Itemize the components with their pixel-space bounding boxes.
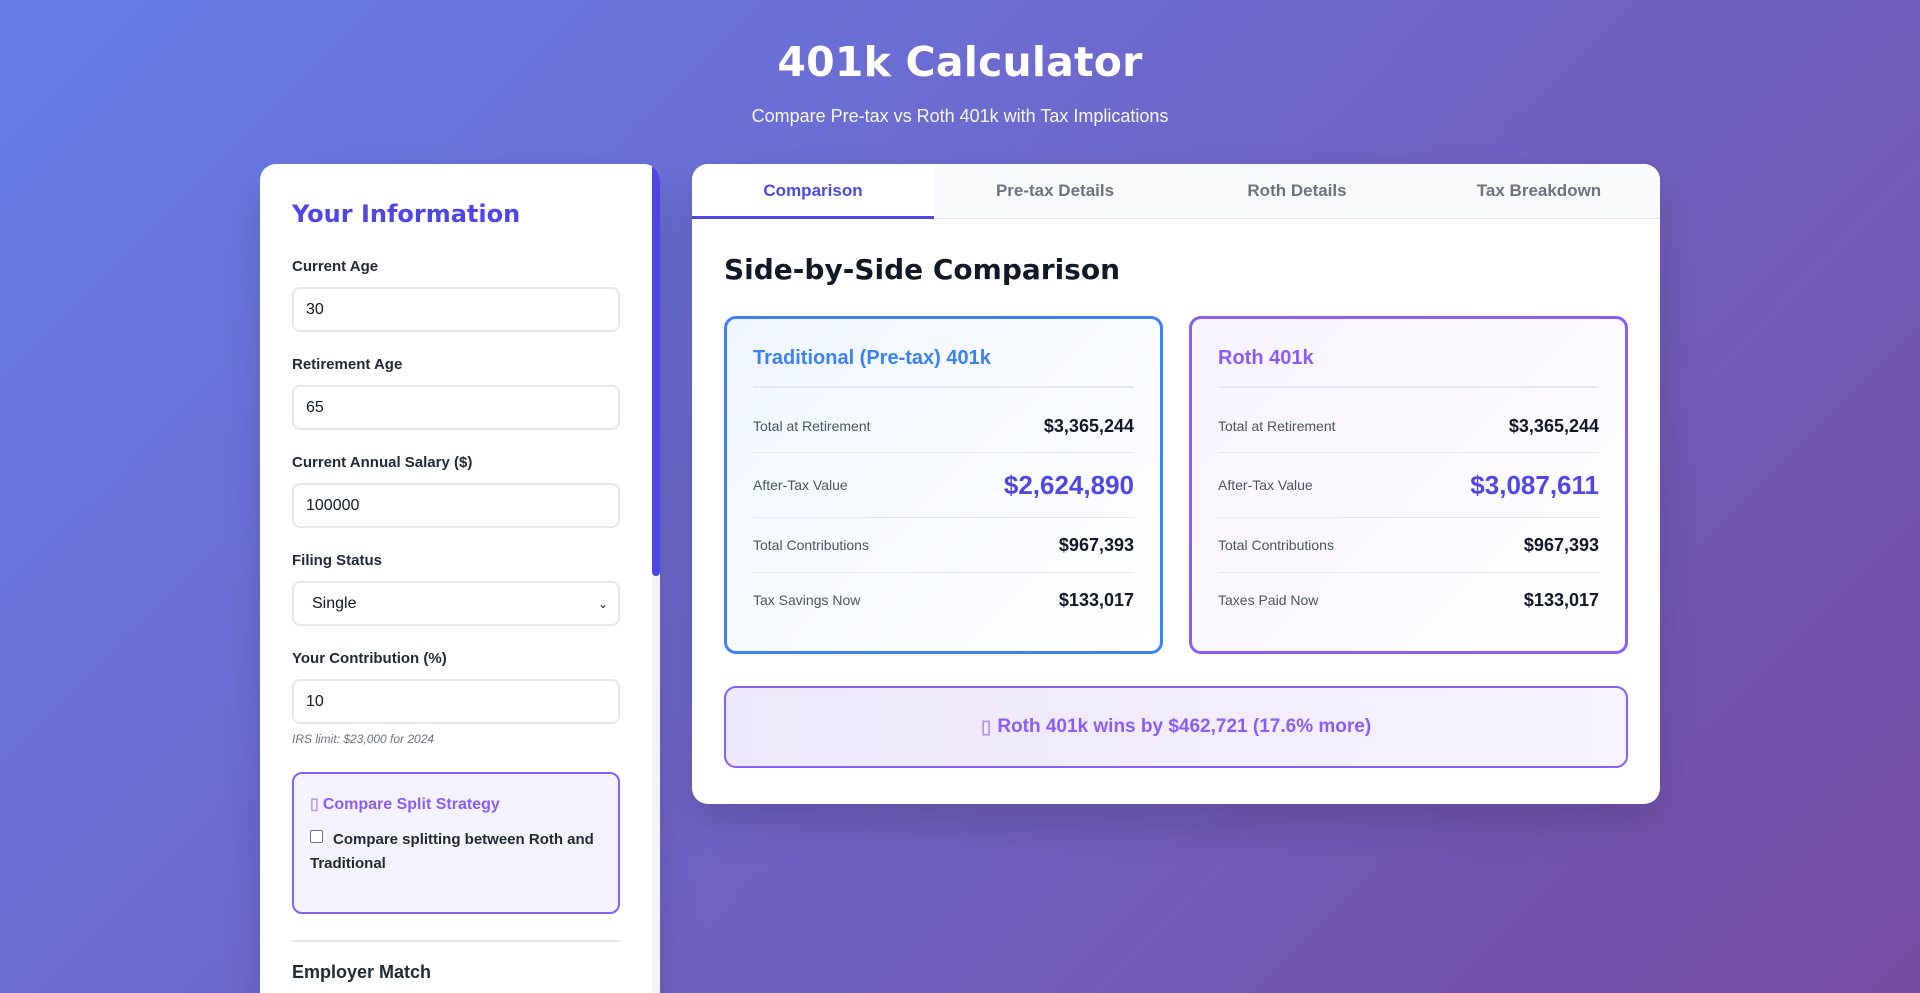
split-strategy-checkbox[interactable] [310,830,323,843]
row-label: Tax Savings Now [753,592,861,608]
winner-banner: ▯ Roth 401k wins by $462,721 (17.6% more… [724,686,1628,768]
filing-status-label: Filing Status [292,552,382,569]
tab-pretax-details[interactable]: Pre-tax Details [995,181,1115,200]
filing-status-select[interactable]: Single ⌄ [292,581,620,626]
missing-glyph-icon: ▯ [980,716,992,738]
tab-tax-breakdown[interactable]: Tax Breakdown [1476,181,1602,200]
tab-roth-details[interactable]: Roth Details [1247,181,1347,200]
split-strategy-option[interactable]: Compare splitting between Roth and Tradi… [310,828,602,876]
roth-total-row: Total at Retirement $3,365,244 [1218,400,1599,453]
row-value: $3,365,244 [1508,415,1599,436]
comparison-content: Side-by-Side Comparison Traditional (Pre… [692,219,1660,802]
input-sidebar: Your Information Current Age Retirement … [260,164,660,993]
salary-field: Current Annual Salary ($) [292,454,620,528]
row-label: After-Tax Value [753,477,848,493]
salary-input[interactable] [292,483,620,528]
sidebar-scrollbar-thumb[interactable] [652,164,660,576]
roth-card: Roth 401k Total at Retirement $3,365,244… [1189,316,1628,654]
traditional-tax-savings-row: Tax Savings Now $133,017 [753,573,1134,627]
filing-status-value[interactable]: Single [292,581,620,626]
section-title: Side-by-Side Comparison [724,253,1121,286]
chevron-down-icon: ⌄ [597,596,608,611]
row-label: After-Tax Value [1218,477,1313,493]
contribution-field: Your Contribution (%) IRS limit: $23,000… [292,650,620,746]
row-label: Total Contributions [1218,537,1334,553]
row-label: Total at Retirement [753,418,871,434]
row-value-highlight: $3,087,611 [1470,469,1599,500]
row-label: Total Contributions [753,537,869,553]
traditional-card-title: Traditional (Pre-tax) 401k [753,347,1134,388]
salary-label: Current Annual Salary ($) [292,454,473,471]
current-age-field: Current Age [292,258,620,332]
split-strategy-box: ▯ Compare Split Strategy Compare splittin… [292,772,620,914]
filing-status-field: Filing Status Single ⌄ [292,552,620,626]
traditional-total-row: Total at Retirement $3,365,244 [753,400,1134,453]
traditional-after-tax-row: After-Tax Value $2,624,890 [753,453,1134,518]
roth-contributions-row: Total Contributions $967,393 [1218,518,1599,573]
split-strategy-title: ▯ Compare Split Strategy [310,794,602,814]
employer-match-heading: Employer Match [292,962,432,982]
roth-card-title: Roth 401k [1218,347,1599,388]
row-value: $3,365,244 [1043,415,1134,436]
missing-glyph-icon: ▯ [310,796,319,813]
page-title: 401k Calculator [777,38,1143,86]
sidebar-heading: Your Information [292,200,521,228]
row-value: $133,017 [1058,589,1134,610]
row-value-highlight: $2,624,890 [1003,469,1134,500]
irs-limit-hint: IRS limit: $23,000 for 2024 [292,732,435,746]
retirement-age-input[interactable] [292,385,620,430]
traditional-card: Traditional (Pre-tax) 401k Total at Reti… [724,316,1163,654]
contribution-label: Your Contribution (%) [292,650,447,667]
comparison-cards: Traditional (Pre-tax) 401k Total at Reti… [724,316,1628,654]
page-subtitle: Compare Pre-tax vs Roth 401k with Tax Im… [751,106,1169,126]
row-value: $967,393 [1523,534,1599,555]
tab-comparison[interactable]: Comparison [692,164,934,219]
current-age-input[interactable] [292,287,620,332]
row-value: $967,393 [1058,534,1134,555]
traditional-contributions-row: Total Contributions $967,393 [753,518,1134,573]
winner-text: Roth 401k wins by $462,721 (17.6% more) [997,716,1372,737]
roth-taxes-paid-row: Taxes Paid Now $133,017 [1218,573,1599,627]
row-label: Taxes Paid Now [1218,592,1319,608]
results-tabs: Comparison Pre-tax Details Roth Details … [692,164,1660,219]
contribution-input[interactable] [292,679,620,724]
sidebar-scrollbar-track[interactable] [652,164,660,993]
split-strategy-title-text: Compare Split Strategy [322,796,500,813]
section-divider [292,940,620,942]
current-age-label: Current Age [292,258,379,275]
row-value: $133,017 [1523,589,1599,610]
retirement-age-label: Retirement Age [292,356,403,373]
roth-after-tax-row: After-Tax Value $3,087,611 [1218,453,1599,518]
retirement-age-field: Retirement Age [292,356,620,430]
results-panel: Comparison Pre-tax Details Roth Details … [692,164,1660,804]
split-strategy-checkbox-label[interactable]: Compare splitting between Roth and Tradi… [310,831,594,872]
row-label: Total at Retirement [1218,418,1336,434]
